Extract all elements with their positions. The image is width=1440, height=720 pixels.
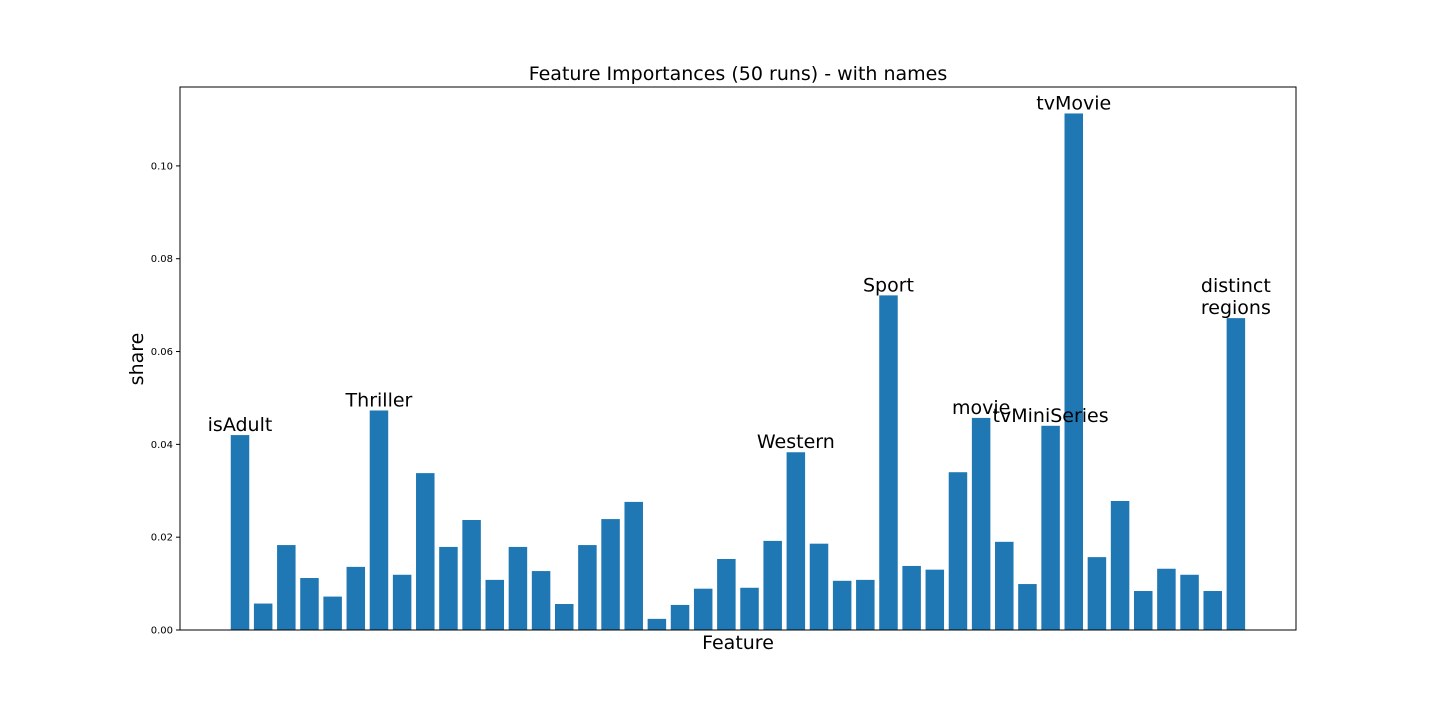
bar xyxy=(1041,425,1060,630)
bar xyxy=(717,558,736,630)
bar xyxy=(693,588,713,630)
bar-annotation: Thriller xyxy=(345,390,413,412)
bar xyxy=(346,566,366,630)
bar xyxy=(1087,557,1107,630)
bar xyxy=(740,587,759,630)
bar xyxy=(462,520,481,630)
y-axis-label: share xyxy=(126,333,148,386)
bar xyxy=(995,541,1014,630)
y-tick-label: 0.04 xyxy=(151,440,173,451)
bar xyxy=(601,519,620,630)
bar xyxy=(277,545,296,630)
bar xyxy=(856,579,875,630)
bars-group xyxy=(230,113,1246,630)
bar-annotation: distinct xyxy=(1201,275,1271,297)
bar xyxy=(531,571,551,630)
bar xyxy=(670,604,690,630)
y-tick-label: 0.06 xyxy=(151,347,173,358)
bar-annotations: isAdult Thriller Western Sport movietvMiniSe… xyxy=(208,93,1271,454)
bar-annotation: movie xyxy=(952,397,1010,419)
bar xyxy=(971,417,991,630)
bar xyxy=(323,596,342,630)
bar xyxy=(369,410,389,630)
chart-title: Feature Importances (50 runs) - with nam… xyxy=(529,63,948,85)
bar-annotation: regions xyxy=(1201,297,1271,319)
bar xyxy=(1157,568,1176,630)
bar xyxy=(786,452,806,630)
plot-frame xyxy=(179,86,1297,631)
bar-annotation: isAdult xyxy=(208,414,273,436)
bar-annotation: tvMovie xyxy=(1036,93,1111,115)
bar xyxy=(879,295,898,630)
y-tick-label: 0.08 xyxy=(151,254,173,265)
bar xyxy=(300,578,319,630)
y-tick-label: 0.10 xyxy=(151,161,173,172)
bar xyxy=(578,545,597,630)
bar xyxy=(1203,591,1222,630)
bar xyxy=(508,546,528,630)
bar xyxy=(416,473,435,630)
bar-annotation: Sport xyxy=(863,274,914,296)
bar xyxy=(554,604,574,630)
bar xyxy=(1110,500,1130,630)
bar xyxy=(1064,113,1084,630)
bar-annotation: Western xyxy=(757,431,835,453)
bar-annotation: tvMiniSeries xyxy=(993,405,1109,427)
bar xyxy=(809,543,829,630)
bar xyxy=(230,435,250,630)
bar xyxy=(624,501,643,630)
bar xyxy=(1133,591,1153,630)
bar xyxy=(948,472,968,630)
bar xyxy=(1180,574,1199,630)
bar xyxy=(253,603,273,630)
bar xyxy=(392,574,412,630)
y-axis: 0.00 0.02 0.04 0.06 0.08 0.10 xyxy=(151,161,180,637)
bar xyxy=(1226,318,1246,630)
bar xyxy=(439,546,458,630)
bar xyxy=(832,580,852,630)
bar xyxy=(485,579,505,630)
y-tick-label: 0.02 xyxy=(151,533,173,544)
x-axis-label: Feature xyxy=(702,632,774,654)
bar xyxy=(925,569,945,630)
bar xyxy=(647,618,667,630)
y-tick-label: 0.00 xyxy=(151,626,173,637)
bar xyxy=(763,540,782,630)
bar xyxy=(902,565,921,630)
bar xyxy=(1018,584,1037,630)
